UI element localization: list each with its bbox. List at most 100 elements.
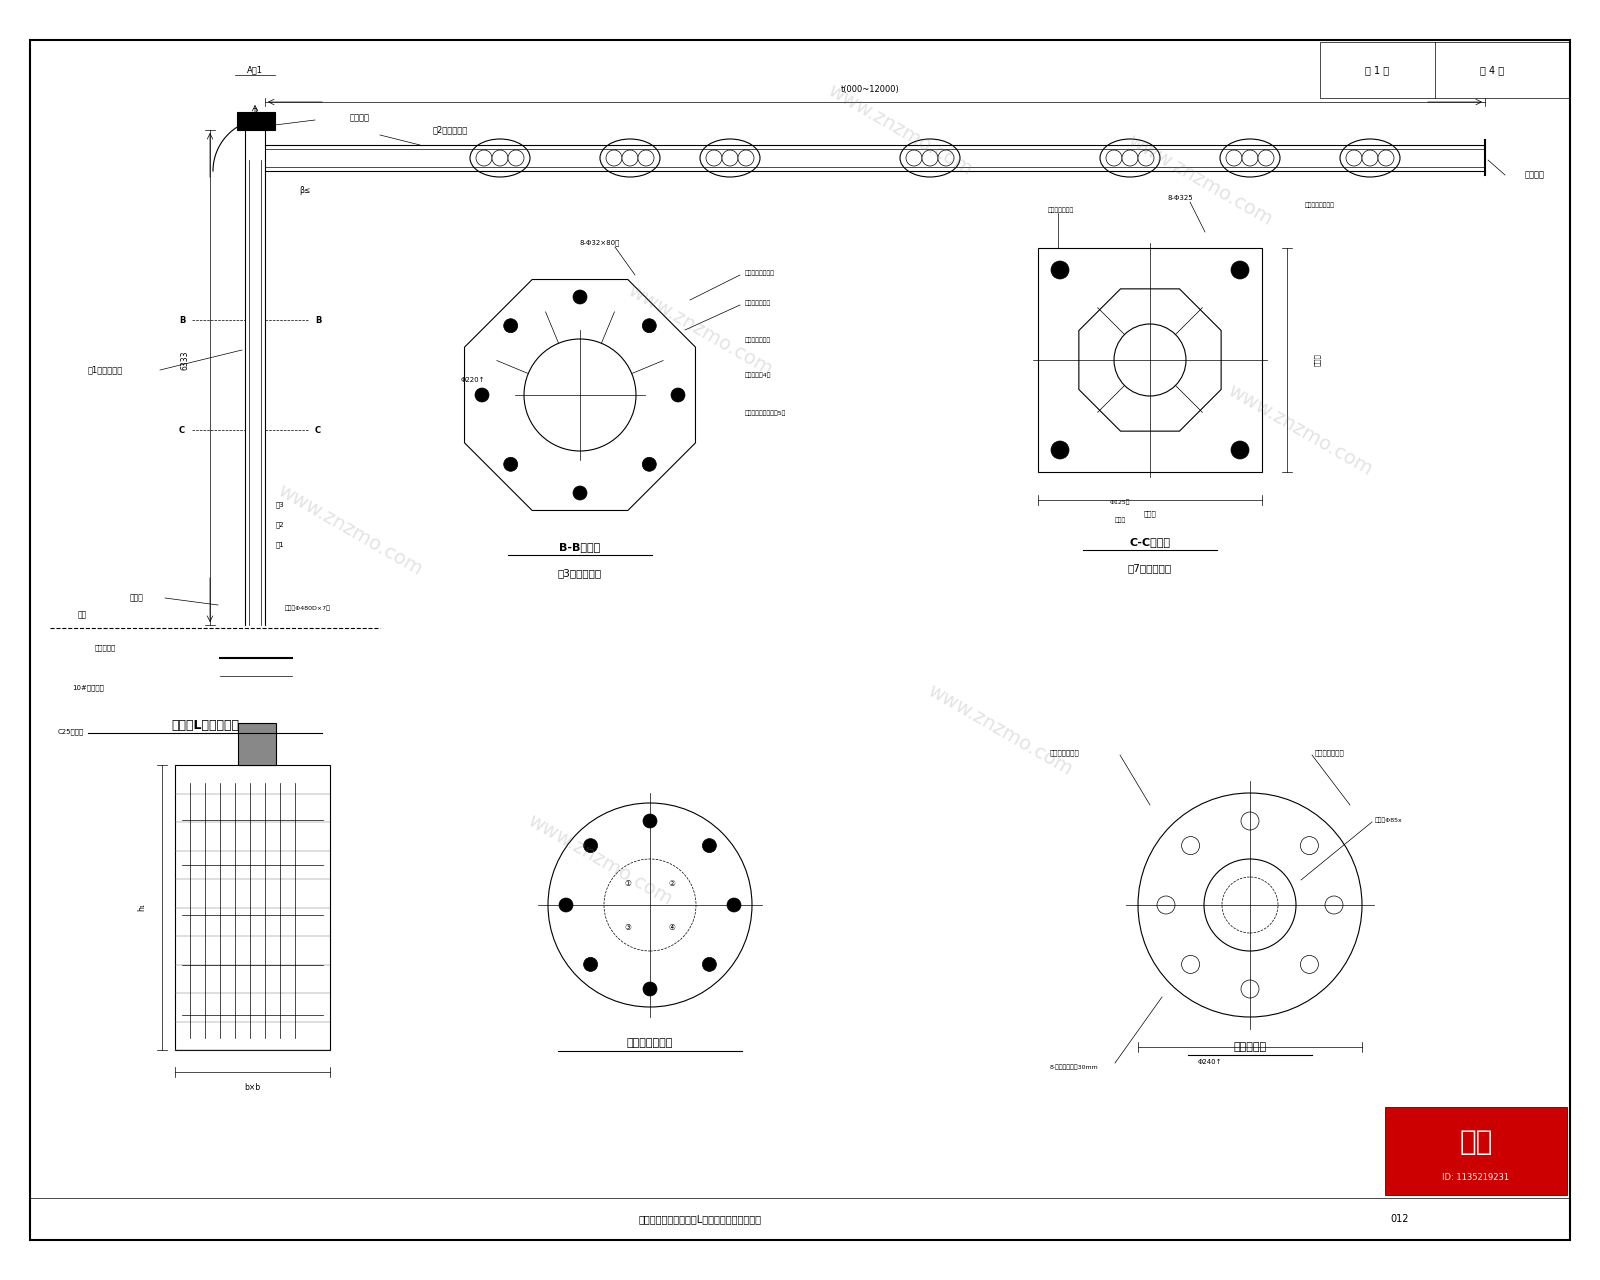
Circle shape bbox=[726, 899, 741, 911]
Text: B: B bbox=[179, 315, 186, 325]
Text: ③: ③ bbox=[624, 923, 632, 932]
Ellipse shape bbox=[1341, 140, 1400, 177]
Text: 8-连接螺栓大于30mm: 8-连接螺栓大于30mm bbox=[1050, 1064, 1099, 1070]
Text: 件1: 件1 bbox=[275, 541, 285, 548]
Text: 基础钢筋大样图: 基础钢筋大样图 bbox=[627, 1038, 674, 1048]
Bar bbox=[1386, 1107, 1566, 1196]
Circle shape bbox=[504, 457, 518, 471]
Circle shape bbox=[1346, 150, 1362, 166]
Text: 板厚（见另表）: 板厚（见另表） bbox=[1050, 750, 1080, 756]
Circle shape bbox=[1230, 261, 1250, 279]
Polygon shape bbox=[1078, 289, 1221, 431]
Circle shape bbox=[1051, 261, 1069, 279]
Circle shape bbox=[1226, 150, 1242, 166]
Circle shape bbox=[584, 838, 598, 852]
Circle shape bbox=[702, 957, 717, 972]
Text: ②: ② bbox=[669, 878, 675, 887]
Text: 012: 012 bbox=[1390, 1213, 1410, 1224]
Circle shape bbox=[1378, 150, 1394, 166]
Circle shape bbox=[573, 486, 587, 500]
Text: 法兰管Φ85x: 法兰管Φ85x bbox=[1374, 817, 1403, 823]
Circle shape bbox=[642, 319, 656, 333]
Text: 件3: 件3 bbox=[275, 502, 285, 508]
Bar bbox=[237, 113, 275, 131]
Circle shape bbox=[477, 150, 493, 166]
Text: 见另表: 见另表 bbox=[1314, 353, 1320, 366]
Text: 管道六角钢管文件: 管道六角钢管文件 bbox=[746, 270, 774, 275]
Text: 地面: 地面 bbox=[77, 611, 86, 620]
Circle shape bbox=[1106, 150, 1122, 166]
Text: 板厚（见另表）: 板厚（见另表） bbox=[1048, 207, 1074, 212]
Circle shape bbox=[509, 150, 525, 166]
Circle shape bbox=[1051, 442, 1069, 460]
Circle shape bbox=[1122, 150, 1138, 166]
Circle shape bbox=[938, 150, 954, 166]
Text: 共 4 页: 共 4 页 bbox=[1480, 65, 1504, 76]
Text: ID: 1135219231: ID: 1135219231 bbox=[1443, 1174, 1509, 1183]
Text: h₁: h₁ bbox=[138, 904, 147, 911]
Circle shape bbox=[922, 150, 938, 166]
Circle shape bbox=[643, 814, 658, 828]
Ellipse shape bbox=[470, 140, 530, 177]
Text: t(000~12000): t(000~12000) bbox=[840, 84, 899, 93]
Circle shape bbox=[638, 150, 654, 166]
Text: C-C剖面图: C-C剖面图 bbox=[1130, 538, 1171, 547]
Text: 第 1 页: 第 1 页 bbox=[1365, 65, 1389, 76]
Circle shape bbox=[504, 319, 518, 333]
Text: 加劲板（件4）: 加劲板（件4） bbox=[746, 372, 771, 378]
Ellipse shape bbox=[1101, 140, 1160, 177]
Circle shape bbox=[558, 899, 573, 911]
Circle shape bbox=[722, 150, 738, 166]
Bar bbox=[1038, 248, 1262, 472]
Text: Φ220↑: Φ220↑ bbox=[461, 378, 485, 383]
Circle shape bbox=[670, 388, 685, 402]
Text: 管道六角钢管管管: 管道六角钢管管管 bbox=[1306, 202, 1334, 207]
Text: www.znzmo.com: www.znzmo.com bbox=[274, 481, 426, 579]
Text: 件2: 件2 bbox=[275, 522, 285, 529]
Text: www.znzmo.com: www.znzmo.com bbox=[525, 810, 675, 909]
Text: 基础法兰盘: 基础法兰盘 bbox=[1234, 1042, 1267, 1052]
Text: 端部引板: 端部引板 bbox=[1525, 170, 1546, 179]
Circle shape bbox=[702, 838, 717, 852]
Text: 地面混凝土: 地面混凝土 bbox=[94, 645, 117, 652]
Text: www.znzmo.com: www.znzmo.com bbox=[925, 681, 1075, 780]
Text: β≤: β≤ bbox=[299, 186, 310, 195]
Text: 2: 2 bbox=[253, 108, 258, 116]
Circle shape bbox=[1138, 150, 1154, 166]
Circle shape bbox=[643, 982, 658, 996]
Text: A杆1: A杆1 bbox=[246, 65, 262, 74]
Text: 10#素混凝土: 10#素混凝土 bbox=[72, 685, 104, 691]
Circle shape bbox=[642, 457, 656, 471]
Text: ④: ④ bbox=[669, 923, 675, 932]
Bar bbox=[174, 765, 330, 1050]
Circle shape bbox=[475, 388, 490, 402]
Circle shape bbox=[622, 150, 638, 166]
Ellipse shape bbox=[901, 140, 960, 177]
Circle shape bbox=[573, 291, 587, 305]
Text: B-B剖面图: B-B剖面图 bbox=[560, 541, 600, 552]
Text: 板板（见另表）: 板板（见另表） bbox=[746, 301, 771, 306]
Text: 件7（另见表）: 件7（另见表） bbox=[1128, 563, 1173, 573]
Circle shape bbox=[1230, 442, 1250, 460]
Circle shape bbox=[906, 150, 922, 166]
Circle shape bbox=[1242, 150, 1258, 166]
Text: 信号灯L杆正立面图: 信号灯L杆正立面图 bbox=[171, 718, 238, 731]
Text: 地面悬臂式信号灯杆（L杆）结构设计图（一）: 地面悬臂式信号灯杆（L杆）结构设计图（一） bbox=[638, 1213, 762, 1224]
Text: Φ125孔: Φ125孔 bbox=[1110, 499, 1130, 504]
Text: 8-Φ325: 8-Φ325 bbox=[1166, 195, 1194, 201]
Bar bbox=[1320, 42, 1570, 99]
Text: 6333: 6333 bbox=[181, 351, 189, 370]
Text: Φ240↑: Φ240↑ bbox=[1198, 1059, 1222, 1065]
Ellipse shape bbox=[1221, 140, 1280, 177]
Text: www.znzmo.com: www.znzmo.com bbox=[824, 81, 976, 179]
Text: 方管（见另表）: 方管（见另表） bbox=[1315, 750, 1344, 756]
Text: 立柱顶帽: 立柱顶帽 bbox=[350, 114, 370, 123]
Text: www.znzmo.com: www.znzmo.com bbox=[1224, 381, 1376, 479]
Text: C25混凝土: C25混凝土 bbox=[58, 728, 85, 735]
Circle shape bbox=[1362, 150, 1378, 166]
Circle shape bbox=[738, 150, 754, 166]
Bar bbox=[238, 723, 277, 765]
Text: C: C bbox=[179, 425, 186, 434]
Text: 知末: 知末 bbox=[1459, 1128, 1493, 1156]
Text: 连接（见另表）: 连接（见另表） bbox=[746, 337, 771, 343]
